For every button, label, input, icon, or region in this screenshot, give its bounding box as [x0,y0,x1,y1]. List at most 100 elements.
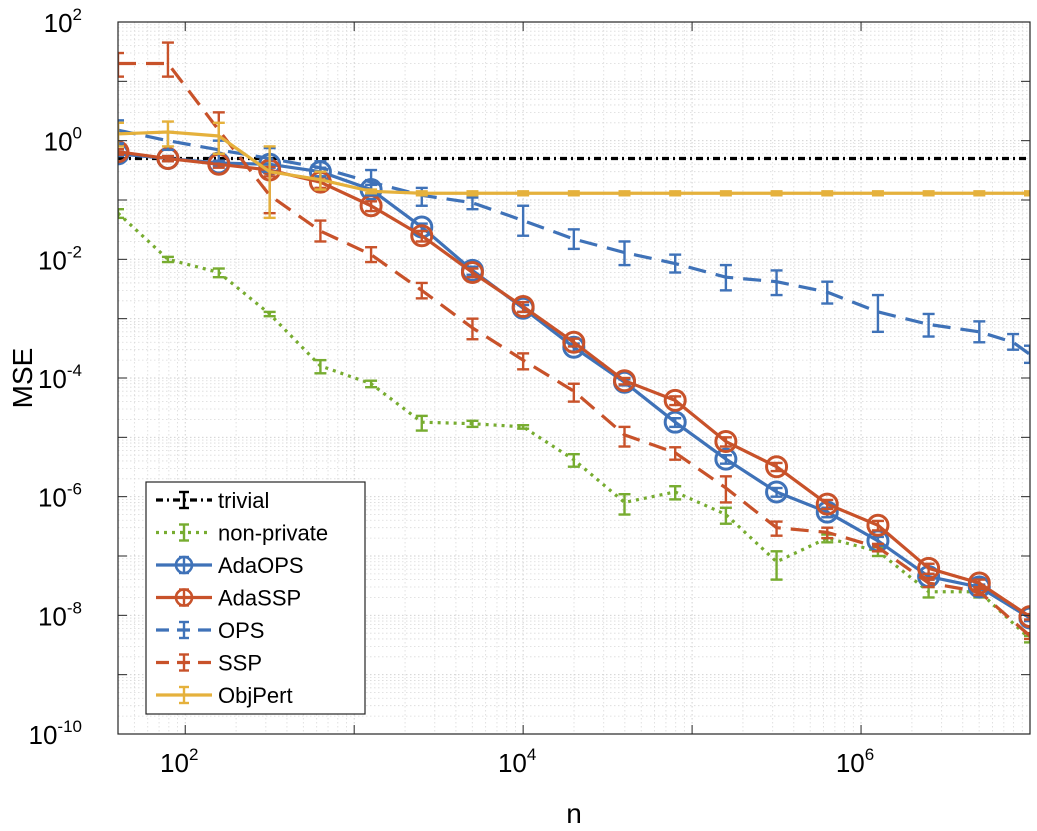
error-bar [567,382,580,403]
error-bar [314,219,327,243]
data-point [866,513,890,537]
error-bar [365,246,378,264]
error-bar [415,190,428,197]
error-bar [973,578,986,589]
error-bar [466,190,479,197]
y-tick-label: 10-4 [38,361,82,394]
y-tick-label: 10-10 [29,717,83,750]
data-point [1018,605,1030,629]
legend-item-ssp: SSP [156,651,262,676]
error-bar [517,424,530,430]
y-tick-labels: 102 100 10-2 10-4 10-6 10-8 10-10 [29,5,83,750]
legend-item-objpert: ObjPert [156,683,293,708]
x-tick-labels: 102 104 106 [160,745,874,778]
axis-ticks [118,21,1031,735]
error-bar [973,587,986,597]
error-bar [118,147,124,156]
legend-label: ObjPert [218,683,293,708]
error-bar [922,578,935,589]
y-tick-label: 102 [44,5,82,38]
series-objpert [118,120,1030,220]
error-bar [821,498,834,511]
data-point [118,140,130,164]
error-bar [719,475,732,504]
error-bar [922,312,935,338]
data-point [714,447,738,471]
error-bar [821,280,834,305]
error-bar [365,200,378,213]
error-bar [517,300,530,314]
error-bar [1024,344,1030,365]
error-bar [517,204,530,237]
error-bar [871,293,884,334]
error-bar [415,414,428,432]
y-tick-label: 10-2 [38,242,82,275]
error-bar [770,520,783,537]
error-bar [821,526,834,540]
error-bar [161,255,174,264]
legend-item-adassp: AdaSSP [156,586,301,611]
error-bar [365,188,378,195]
legend-label: AdaSSP [218,586,301,611]
error-bar [212,267,225,279]
error-bar [118,207,124,220]
error-bar [719,506,732,525]
error-bar [669,190,682,197]
error-bar [161,154,174,163]
error-bar [719,190,732,197]
legend-item-non-private: non-private [156,521,328,546]
error-bar [1007,332,1020,351]
error-bar [669,395,682,407]
series-ops [118,119,1030,365]
legend-label: trivial [218,488,269,513]
error-bar [466,267,479,279]
data-point [613,369,637,393]
error-bar [618,240,631,267]
y-tick-label: 10-6 [38,480,82,513]
data-point [460,260,484,284]
x-tick-label: 106 [836,745,874,778]
error-bar [212,121,225,156]
error-bar [973,320,986,344]
error-bar [973,190,986,197]
error-bar [770,269,783,297]
error-bar [719,263,732,292]
data-point [511,295,535,319]
error-bar [770,550,783,581]
error-bar [770,190,783,197]
error-bar [618,493,631,516]
error-bar [517,352,530,371]
error-bar [118,119,124,145]
y-axis-title: MSE [7,348,38,409]
error-bar [871,519,884,532]
error-bar [922,190,935,197]
error-bar [770,461,783,473]
legend-item-ops: OPS [156,618,264,643]
error-bar [567,337,580,348]
x-tick-label: 104 [498,745,536,778]
error-bar [669,417,682,429]
error-bar [618,376,631,386]
error-bar [618,425,631,448]
error-bar [618,190,631,197]
error-bar [466,419,479,429]
error-bar [1024,190,1030,197]
legend-label: SSP [218,651,262,676]
error-bar [314,358,327,375]
error-bar [821,190,834,197]
error-bar [415,281,428,300]
error-bar [719,453,732,465]
legend-swatch-marker [174,555,194,575]
error-bar [669,485,682,501]
data-point [562,330,586,354]
legend: trivial non-private AdaOPS AdaSSP OPS SSP ObjP… [145,481,366,715]
error-bar [517,190,530,197]
error-bar [871,542,884,553]
error-bar [1024,634,1030,644]
error-bar [118,121,124,148]
y-tick-label: 100 [44,124,82,157]
legend-label: OPS [218,618,264,643]
error-bar [871,190,884,197]
error-bar [415,229,428,243]
